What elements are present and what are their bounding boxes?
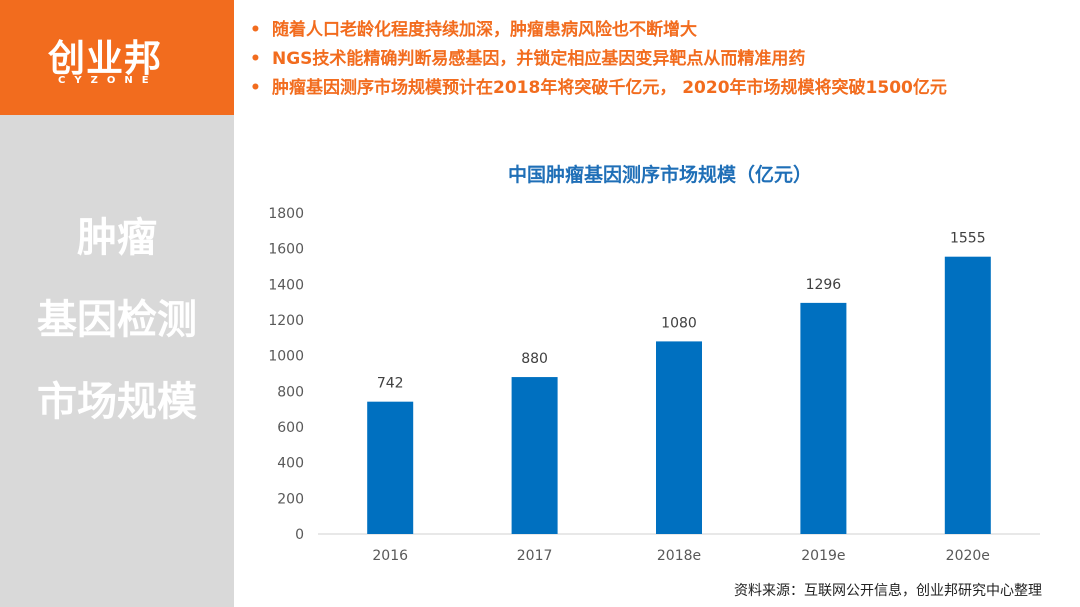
- bullet-text: 肿瘤基因测序市场规模预计在2018年将突破千亿元， 2020年市场规模将突破15…: [272, 78, 947, 98]
- data-label: 880: [521, 351, 548, 367]
- bar: [944, 256, 991, 534]
- chart-title: 中国肿瘤基因测序市场规模（亿元）: [507, 164, 812, 186]
- x-tick-label: 2019e: [801, 548, 845, 564]
- y-tick-label: 0: [295, 527, 304, 543]
- side-title-line-1: 肿瘤: [77, 215, 157, 261]
- x-tick-label: 2016: [372, 548, 408, 564]
- bullet-text: NGS技术能精确判断易感基因，并锁定相应基因变异靶点从而精准用药: [272, 49, 806, 69]
- bar-chart: 0 200 400 600 800 1000 1200 1400 1600 1800 742 2016…: [268, 206, 1040, 564]
- bullet-item: • 肿瘤基因测序市场规模预计在2018年将突破千亿元， 2020年市场规模将突破1…: [250, 74, 947, 103]
- bullet-item: • 随着人口老龄化程度持续加深，肿瘤患病风险也不断增大: [250, 16, 947, 45]
- side-panel: 肿瘤 基因检测 市场规模: [0, 115, 234, 607]
- x-tick-label: 2018e: [657, 548, 701, 564]
- data-label: 742: [377, 376, 404, 392]
- y-tick-label: 1600: [268, 242, 304, 258]
- bullet-marker: •: [250, 20, 261, 40]
- data-label: 1080: [661, 315, 697, 331]
- bullet-item: • NGS技术能精确判断易感基因，并锁定相应基因变异靶点从而精准用药: [250, 45, 947, 74]
- side-title-line-3: 市场规模: [37, 379, 197, 425]
- data-label: 1555: [950, 231, 986, 247]
- y-tick-label: 800: [277, 384, 304, 400]
- y-tick-label: 1200: [268, 313, 304, 329]
- brand-logo: 创业邦 CYZONE: [0, 0, 234, 115]
- y-tick-label: 400: [277, 456, 304, 472]
- x-tick-label: 2017: [517, 548, 553, 564]
- bullet-text: 随着人口老龄化程度持续加深，肿瘤患病风险也不断增大: [272, 20, 697, 40]
- brand-subtitle: CYZONE: [58, 75, 158, 86]
- bullet-marker: •: [250, 49, 261, 69]
- source-note: 资料来源：互联网公开信息，创业邦研究中心整理: [734, 583, 1042, 599]
- y-tick-label: 1800: [268, 206, 304, 222]
- y-tick-label: 200: [277, 491, 304, 507]
- data-label: 1296: [806, 277, 842, 293]
- y-tick-label: 1400: [268, 277, 304, 293]
- bar: [511, 377, 558, 534]
- bar: [656, 341, 702, 534]
- y-tick-label: 1000: [268, 349, 304, 365]
- bullet-marker: •: [250, 78, 261, 98]
- bar: [800, 302, 847, 534]
- bar: [367, 401, 414, 534]
- bullet-list: • 随着人口老龄化程度持续加深，肿瘤患病风险也不断增大 • NGS技术能精确判断易感…: [250, 16, 947, 103]
- y-tick-label: 600: [277, 420, 304, 436]
- side-title-line-2: 基因检测: [37, 297, 197, 343]
- brand-name: 创业邦: [48, 37, 162, 80]
- x-tick-label: 2020e: [946, 548, 990, 564]
